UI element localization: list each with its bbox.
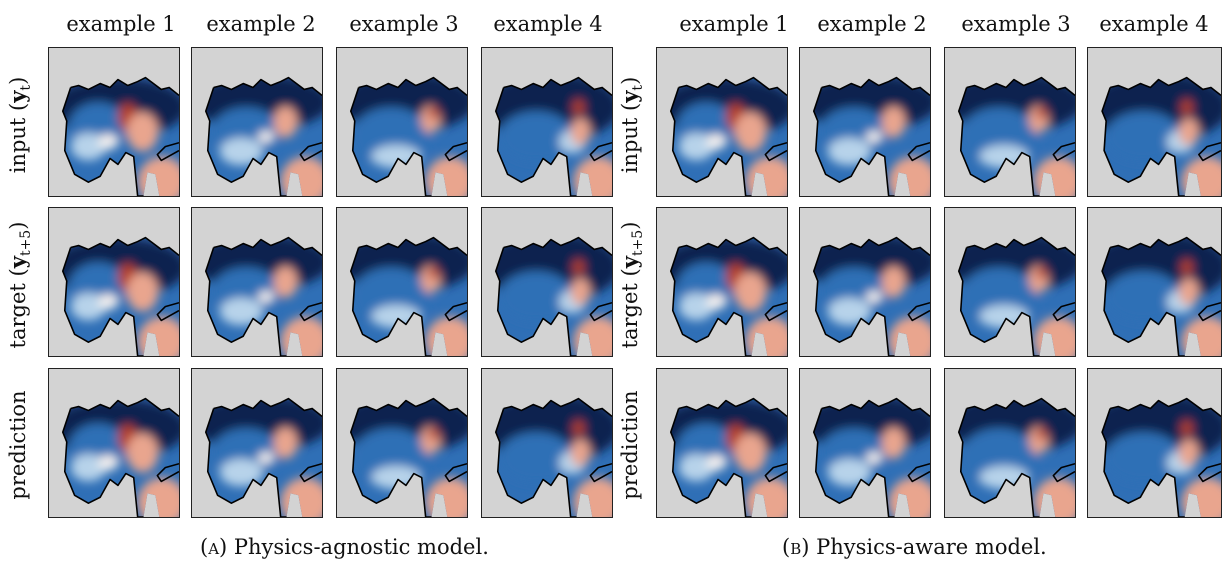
row-label-input-text: input: [618, 117, 642, 174]
map-tile: [656, 368, 788, 518]
map-tile: [48, 207, 180, 357]
row-label-prediction-text: prediction: [6, 390, 30, 500]
row-label-prediction: prediction: [4, 365, 32, 525]
row-label-target-sub: t+5: [18, 229, 35, 257]
map-tile: [656, 207, 788, 357]
caption-b-tag: (b): [782, 535, 810, 559]
map-tile: [191, 207, 323, 357]
row-label-target: target (yt+5): [5, 221, 35, 349]
row-label-target-text: target: [6, 283, 30, 349]
map-tile: [1087, 47, 1222, 197]
caption-b: (b) Physics-aware model.: [782, 535, 1047, 559]
row-label-input-sub: t: [630, 84, 647, 91]
map-tile: [799, 368, 931, 518]
caption-a-text: Physics-agnostic model.: [233, 535, 489, 559]
row-label-target-sub: t+5: [630, 229, 647, 257]
map-tile: [656, 47, 788, 197]
row-label-target-var: y: [5, 256, 30, 269]
row-label-input: input (yt): [5, 76, 35, 174]
map-tile: [944, 47, 1076, 197]
map-tile: [481, 207, 613, 357]
map-tile: [481, 368, 613, 518]
column-header-example-4: example 4: [493, 12, 603, 36]
map-tile: [336, 47, 468, 197]
map-tile: [799, 47, 931, 197]
map-tile: [1087, 368, 1222, 518]
column-header-example-3: example 3: [961, 12, 1071, 36]
column-header-example-1: example 1: [679, 12, 789, 36]
row-label-input: input (yt): [617, 76, 647, 174]
row-label-prediction-text: prediction: [618, 390, 642, 500]
map-tile: [191, 368, 323, 518]
map-tile: [336, 207, 468, 357]
column-header-example-4: example 4: [1099, 12, 1209, 36]
map-tile: [1087, 207, 1222, 357]
column-header-example-1: example 1: [66, 12, 176, 36]
panel-b: example 1 example 2 example 3 example 4 …: [612, 0, 1222, 574]
map-tile: [48, 47, 180, 197]
column-header-example-2: example 2: [817, 12, 927, 36]
row-label-input-var: y: [5, 90, 30, 103]
map-tile: [336, 368, 468, 518]
row-label-input-sub: t: [18, 84, 35, 91]
row-label-prediction: prediction: [616, 365, 644, 525]
map-tile: [799, 207, 931, 357]
map-tile: [48, 368, 180, 518]
row-label-target-var: y: [617, 256, 642, 269]
map-tile: [481, 47, 613, 197]
row-label-input-text: input: [6, 117, 30, 174]
column-header-example-2: example 2: [206, 12, 316, 36]
map-tile: [944, 368, 1076, 518]
panel-a: example 1 example 2 example 3 example 4 …: [4, 12, 613, 559]
caption-a-tag: (a): [200, 535, 228, 559]
column-header-example-3: example 3: [349, 12, 459, 36]
map-tile: [944, 207, 1076, 357]
row-label-target-text: target: [618, 283, 642, 349]
map-tile: [191, 47, 323, 197]
caption-b-text: Physics-aware model.: [816, 535, 1047, 559]
row-label-input-var: y: [617, 90, 642, 103]
row-label-target: target (yt+5): [617, 221, 647, 349]
caption-a: (a) Physics-agnostic model.: [200, 535, 489, 559]
